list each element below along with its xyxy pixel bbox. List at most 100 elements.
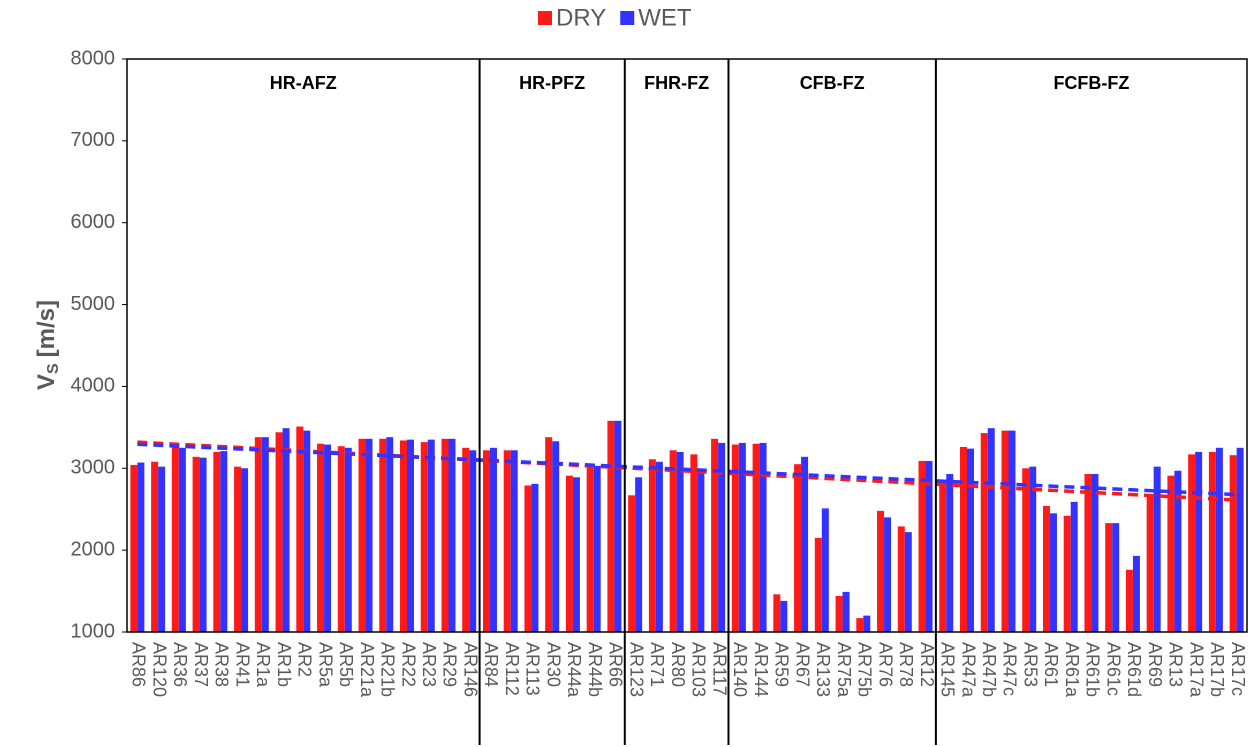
bar	[1042, 505, 1050, 632]
x-tick-label: AR75b	[855, 642, 875, 697]
x-tick-label: AR61d	[1124, 642, 1144, 697]
x-tick-label: AR13	[1166, 642, 1186, 687]
x-tick-label: AR47c	[1000, 642, 1020, 696]
bar	[897, 526, 905, 632]
bar	[337, 446, 345, 632]
bar	[137, 462, 145, 632]
x-tick-label: AR144	[751, 642, 771, 697]
legend-swatch	[620, 11, 635, 25]
bar	[863, 615, 871, 632]
trendline	[137, 442, 1237, 497]
bar	[635, 477, 643, 632]
bar	[925, 460, 933, 632]
y-tick-label: 6000	[71, 211, 116, 233]
bar	[856, 618, 864, 632]
bar	[171, 446, 179, 632]
bar	[420, 442, 428, 632]
bar	[241, 468, 249, 632]
bar	[275, 432, 283, 632]
y-label-unit: [m/s]	[33, 300, 60, 357]
bar	[254, 437, 262, 632]
bar	[842, 591, 850, 632]
bar	[482, 450, 490, 632]
bar	[1132, 555, 1140, 632]
bar	[344, 447, 352, 632]
bar	[628, 495, 636, 632]
bar	[1029, 466, 1037, 632]
bar	[1215, 447, 1223, 632]
x-tick-label: AR133	[813, 642, 833, 697]
bar	[1008, 430, 1016, 632]
y-label-main: V	[33, 374, 60, 390]
y-tick-label: 1000	[71, 620, 116, 642]
bar	[1167, 475, 1175, 632]
bar	[877, 510, 885, 632]
bar	[593, 465, 601, 632]
bar	[690, 454, 698, 632]
bar	[884, 517, 892, 632]
x-tick-label: AR21a	[357, 642, 377, 698]
x-tick-label: AR5b	[336, 642, 356, 687]
bar	[980, 433, 988, 632]
x-tick-label: AR69	[1145, 642, 1165, 687]
bar	[130, 465, 138, 632]
bar	[1208, 451, 1216, 632]
bar	[711, 438, 719, 632]
x-tick-label: AR41	[232, 642, 252, 687]
bar	[1236, 447, 1244, 632]
bar	[1125, 569, 1133, 632]
bar	[151, 461, 159, 632]
bar	[462, 447, 470, 632]
x-tick-label: AR53	[1020, 642, 1040, 687]
bar	[441, 438, 449, 632]
y-tick-label: 8000	[71, 47, 116, 69]
x-tick-label: AR17a	[1186, 642, 1206, 698]
bar	[738, 442, 746, 632]
bar	[1091, 474, 1099, 632]
bar	[386, 437, 394, 632]
group-label: CFB-FZ	[800, 73, 865, 93]
bar	[199, 457, 207, 632]
bar	[773, 594, 781, 632]
bar	[1084, 474, 1092, 632]
bar	[835, 595, 843, 632]
bar	[731, 444, 739, 632]
y-tick-label: 3000	[71, 457, 116, 479]
x-tick-label: AR22	[398, 642, 418, 687]
bar	[178, 447, 186, 632]
bar	[648, 459, 656, 632]
bar	[379, 438, 387, 632]
bar	[752, 443, 760, 632]
bar	[1105, 523, 1113, 632]
x-tick-label: AR12	[917, 642, 937, 687]
bar	[904, 532, 912, 632]
x-tick-label: AR120	[149, 642, 169, 697]
x-tick-label: AR66	[606, 642, 626, 687]
bar	[503, 450, 511, 632]
x-tick-label: AR17c	[1228, 642, 1248, 696]
bar	[1022, 468, 1030, 632]
bar	[655, 461, 663, 632]
x-tick-label: AR30	[543, 642, 563, 687]
x-tick-label: AR140	[730, 642, 750, 697]
legend-swatch	[538, 11, 552, 25]
bar	[220, 451, 228, 632]
x-tick-label: AR21b	[378, 642, 398, 697]
y-tick-label: 7000	[71, 129, 116, 151]
x-tick-label: AR86	[129, 642, 149, 687]
bar	[317, 443, 325, 632]
bar	[1070, 501, 1078, 632]
x-tick-label: AR1b	[274, 642, 294, 687]
bar	[697, 471, 705, 632]
x-tick-label: AR2	[295, 642, 315, 677]
bar	[213, 451, 221, 632]
y-tick-label: 4000	[71, 375, 116, 397]
bar	[1049, 513, 1057, 632]
bar	[669, 450, 677, 632]
legend-label: WET	[638, 4, 692, 31]
bar	[794, 464, 802, 632]
bar	[1195, 451, 1203, 632]
bar	[1174, 470, 1182, 632]
bar	[801, 456, 809, 632]
